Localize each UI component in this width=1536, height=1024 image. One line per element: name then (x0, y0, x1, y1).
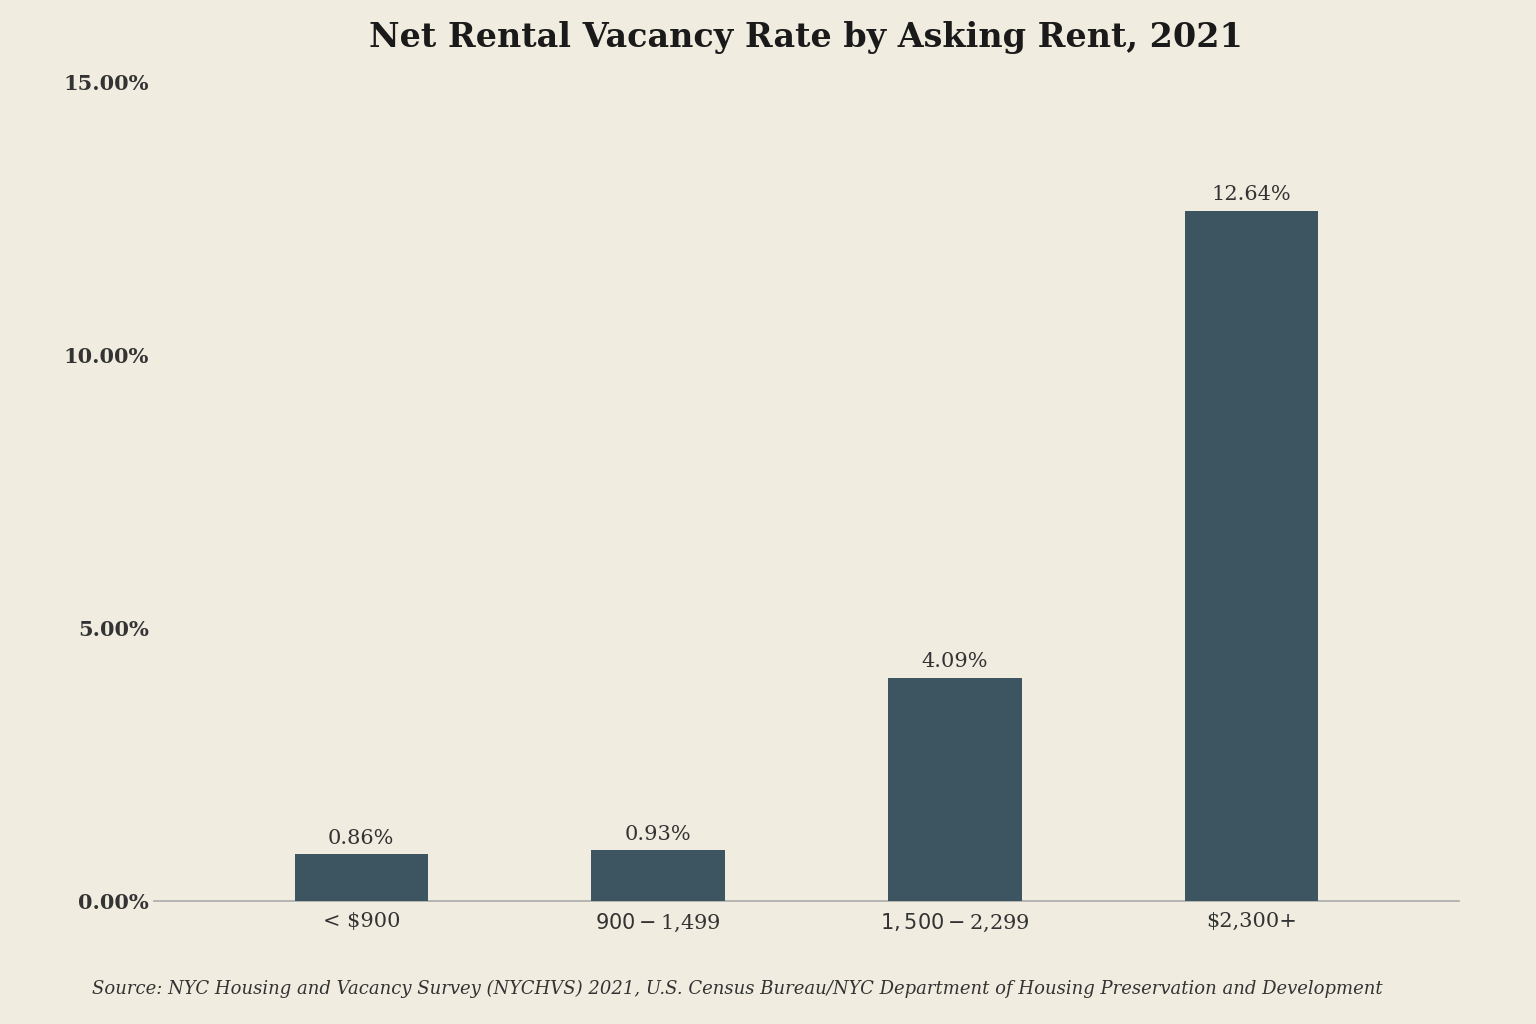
Bar (1184, 211, 1318, 901)
Bar (591, 850, 725, 901)
Title: Net Rental Vacancy Rate by Asking Rent, 2021: Net Rental Vacancy Rate by Asking Rent, … (370, 22, 1243, 54)
Text: 12.64%: 12.64% (1212, 185, 1292, 204)
Text: 4.09%: 4.09% (922, 652, 988, 671)
Bar (888, 678, 1021, 901)
Text: 0.86%: 0.86% (329, 828, 395, 848)
Text: 0.93%: 0.93% (625, 824, 691, 844)
Text: Source: NYC Housing and Vacancy Survey (NYCHVS) 2021, U.S. Census Bureau/NYC Dep: Source: NYC Housing and Vacancy Survey (… (92, 980, 1382, 998)
Bar (295, 854, 429, 901)
